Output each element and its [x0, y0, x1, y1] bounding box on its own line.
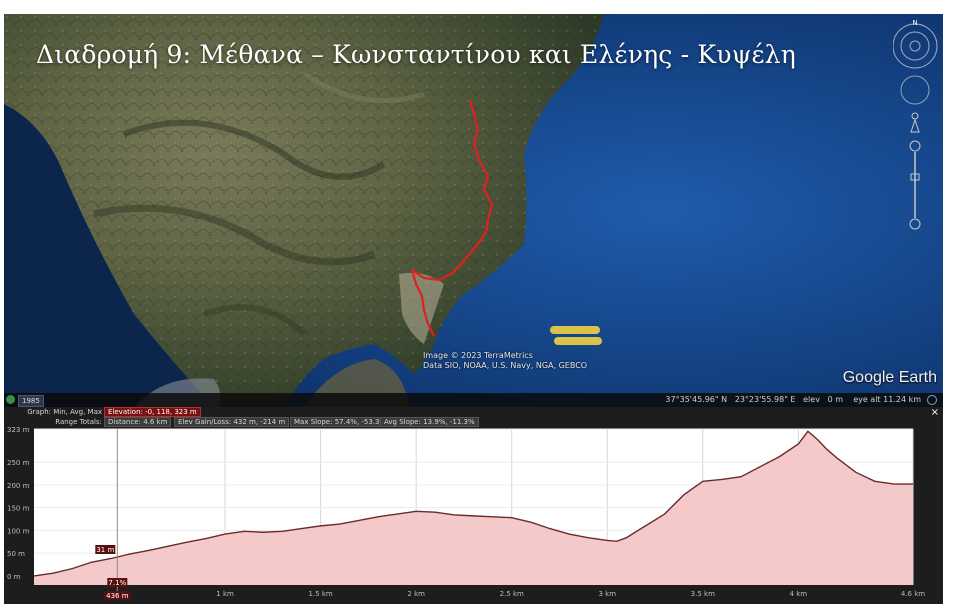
elevation-value: 0 m [827, 395, 844, 404]
elevation-stats: Elevation: -0, 118, 323 m [104, 407, 201, 417]
elevation-line [33, 430, 913, 577]
x-tick-label: 1.5 km [309, 590, 333, 598]
y-tick-label: 323 m [7, 427, 30, 434]
x-tick-label: 1 km [216, 590, 234, 598]
cursor-elevation-tag-bg [95, 544, 116, 554]
y-tick-label: 100 m [7, 527, 30, 535]
cursor-slope-tag: 7.1% [108, 579, 126, 587]
graph-label: Graph: Min, Avg, Max [27, 408, 102, 416]
elevation-chart-svg[interactable]: 0 m 50 m 100 m 150 m 200 m 250 m 323 m 1 km 1.5 … [4, 426, 943, 604]
attribution-line-1: Image © 2023 TerraMetrics [423, 351, 533, 360]
y-tick-label: 0 m [7, 573, 21, 581]
navigation-controls[interactable]: N [893, 14, 943, 254]
elevation-area [34, 431, 913, 585]
street-view-icon[interactable] [910, 112, 920, 133]
x-tick-label: 4 km [790, 590, 808, 598]
y-tick-label: 200 m [7, 482, 30, 490]
loading-indicator-icon [927, 395, 937, 405]
distance-stat: Distance: 4.6 km [104, 417, 172, 427]
eye-altitude-label: eye alt [853, 395, 881, 404]
coordinates-readout: 37°35'45.96" N 23°23'55.98" E elev 0 m e… [665, 393, 921, 407]
max-slope-stat: Max Slope: 57.4%, -53.3% [290, 417, 391, 427]
avg-slope-stat: Avg Slope: 13.9%, -11.3% [380, 417, 479, 427]
longitude: 23°23'55.98" E [734, 395, 796, 404]
range-totals-label: Range Totals: [55, 418, 102, 426]
y-tick-label: 50 m [7, 550, 25, 558]
attribution-line-2: Data SIO, NOAA, U.S. Navy, NGA, GEBCO [423, 361, 588, 370]
x-tick-label: 4.6 km [901, 590, 925, 598]
cursor-slope-tag-bg [107, 578, 128, 587]
latitude: 37°35'45.96" N [665, 395, 728, 404]
status-bar: 1985 37°35'45.96" N 23°23'55.98" E elev … [4, 393, 943, 407]
cursor-distance-tag: 436 m [106, 592, 129, 600]
close-profile-button[interactable]: × [930, 407, 939, 418]
map-view[interactable]: Διαδρομή 9: Μέθανα – Κωνσταντίνου και Ελ… [4, 14, 943, 407]
elevation-profile-panel: Graph: Min, Avg, Max Elevation: -0, 118,… [4, 407, 943, 604]
cursor-distance-tag-bg [104, 591, 131, 600]
globe-icon[interactable] [6, 395, 15, 404]
elev-gain-loss-stat: Elev Gain/Loss: 432 m, -214 m [174, 417, 290, 427]
imagery-attribution: Image © 2023 TerraMetrics Data SIO, NOAA… [423, 351, 587, 371]
eye-altitude-value: 11.24 km [883, 395, 921, 404]
cursor-elevation-tag: 31 m [96, 546, 114, 554]
map-title: Διαδρομή 9: Μέθανα – Κωνσταντίνου και Ελ… [36, 40, 796, 69]
x-tick-label: 3.5 km [691, 590, 715, 598]
terrain-imagery [4, 14, 943, 407]
x-tick-label: 3 km [598, 590, 616, 598]
y-tick-label: 150 m [7, 505, 30, 513]
elevation-label: elev [803, 395, 820, 404]
elevation-chart[interactable]: 0 m 50 m 100 m 150 m 200 m 250 m 323 m 1 km 1.5 … [4, 426, 943, 604]
look-joystick[interactable] [900, 75, 930, 105]
compass-north-label: N [912, 19, 917, 27]
profile-header: Graph: Min, Avg, Max Elevation: -0, 118,… [4, 407, 943, 427]
historical-imagery-year[interactable]: 1985 [18, 395, 44, 407]
x-tick-label: 2.5 km [500, 590, 524, 598]
google-earth-logo: Google Earth [842, 369, 937, 386]
compass-ring[interactable]: N [893, 19, 938, 69]
y-tick-label: 250 m [7, 459, 30, 467]
zoom-slider[interactable] [909, 140, 921, 230]
route-line [410, 99, 494, 337]
x-tick-label: 2 km [407, 590, 425, 598]
